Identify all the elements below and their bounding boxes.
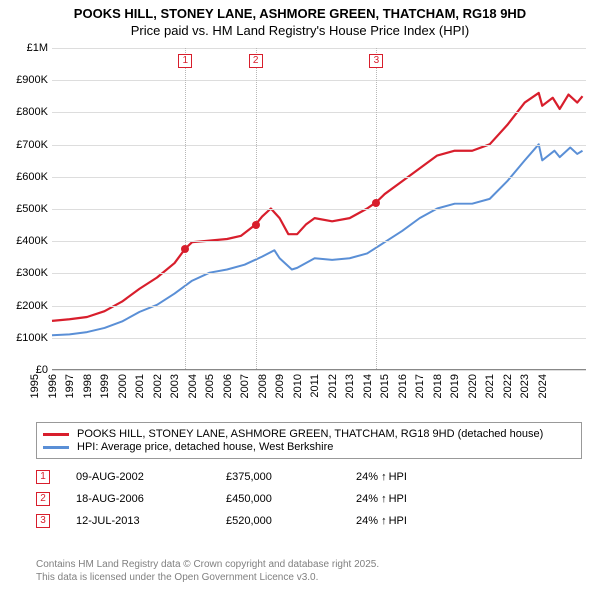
sale-marker-box: 1 <box>178 54 192 68</box>
sales-delta: 24% HPI <box>356 515 486 527</box>
y-tick-label: £200K <box>8 300 48 312</box>
gridline <box>52 338 586 339</box>
gridline <box>52 80 586 81</box>
sales-row: 3 12-JUL-2013£520,00024% HPI <box>36 510 582 532</box>
y-tick-label: £300K <box>8 267 48 279</box>
sales-row: 2 18-AUG-2006£450,00024% HPI <box>36 488 582 510</box>
sale-dot <box>372 199 380 207</box>
sale-guideline <box>256 48 257 369</box>
legend-row: POOKS HILL, STONEY LANE, ASHMORE GREEN, … <box>43 428 575 440</box>
sales-marker-cell: 3 <box>36 514 76 528</box>
legend-row: HPI: Average price, detached house, West… <box>43 441 575 453</box>
gridline <box>52 112 586 113</box>
gridline <box>52 145 586 146</box>
sale-marker-box: 1 <box>36 470 50 484</box>
y-tick-label: £100K <box>8 332 48 344</box>
plot-area: 1 2 3 <box>52 48 586 370</box>
sales-price: £375,000 <box>226 471 356 483</box>
y-tick-label: £800K <box>8 106 48 118</box>
gridline <box>52 241 586 242</box>
arrow-up-icon <box>381 471 389 483</box>
chart: £0£100K£200K£300K£400K£500K£600K£700K£80… <box>8 44 592 414</box>
sales-date: 09-AUG-2002 <box>76 471 226 483</box>
y-tick-label: £500K <box>8 203 48 215</box>
sales-delta: 24% HPI <box>356 493 486 505</box>
legend-label: POOKS HILL, STONEY LANE, ASHMORE GREEN, … <box>77 428 543 440</box>
sale-marker-box: 3 <box>36 514 50 528</box>
sale-guideline <box>376 48 377 369</box>
gridline <box>52 273 586 274</box>
sales-date: 12-JUL-2013 <box>76 515 226 527</box>
disclaimer: Contains HM Land Registry data © Crown c… <box>36 559 582 584</box>
y-tick-label: £600K <box>8 171 48 183</box>
sales-marker-cell: 1 <box>36 470 76 484</box>
y-tick-label: £700K <box>8 139 48 151</box>
arrow-up-icon <box>381 493 389 505</box>
series-blue <box>52 144 582 335</box>
gridline <box>52 177 586 178</box>
legend-swatch <box>43 433 69 436</box>
legend: POOKS HILL, STONEY LANE, ASHMORE GREEN, … <box>36 422 582 459</box>
x-tick-label: 2024 <box>537 374 583 398</box>
gridline <box>52 48 586 49</box>
sale-guideline <box>185 48 186 369</box>
title-main: POOKS HILL, STONEY LANE, ASHMORE GREEN, … <box>10 6 590 21</box>
gridline <box>52 306 586 307</box>
gridline <box>52 370 586 371</box>
sales-marker-cell: 2 <box>36 492 76 506</box>
sales-price: £520,000 <box>226 515 356 527</box>
disclaimer-line: Contains HM Land Registry data © Crown c… <box>36 559 582 572</box>
title-block: POOKS HILL, STONEY LANE, ASHMORE GREEN, … <box>0 0 600 40</box>
sale-marker-box: 2 <box>249 54 263 68</box>
sales-row: 1 09-AUG-2002£375,00024% HPI <box>36 466 582 488</box>
sales-price: £450,000 <box>226 493 356 505</box>
sale-dot <box>181 245 189 253</box>
sale-marker-box: 2 <box>36 492 50 506</box>
y-tick-label: £900K <box>8 74 48 86</box>
gridline <box>52 209 586 210</box>
sales-table: 109-AUG-2002£375,00024% HPI218-AUG-2006£… <box>36 466 582 532</box>
legend-swatch <box>43 446 69 449</box>
title-sub: Price paid vs. HM Land Registry's House … <box>10 23 590 38</box>
sale-marker-box: 3 <box>369 54 383 68</box>
sale-dot <box>252 221 260 229</box>
sales-delta: 24% HPI <box>356 471 486 483</box>
arrow-up-icon <box>381 515 389 527</box>
y-tick-label: £400K <box>8 235 48 247</box>
series-red <box>52 93 582 321</box>
sales-date: 18-AUG-2006 <box>76 493 226 505</box>
legend-label: HPI: Average price, detached house, West… <box>77 441 333 453</box>
disclaimer-line: This data is licensed under the Open Gov… <box>36 572 582 585</box>
y-tick-label: £1M <box>8 42 48 54</box>
